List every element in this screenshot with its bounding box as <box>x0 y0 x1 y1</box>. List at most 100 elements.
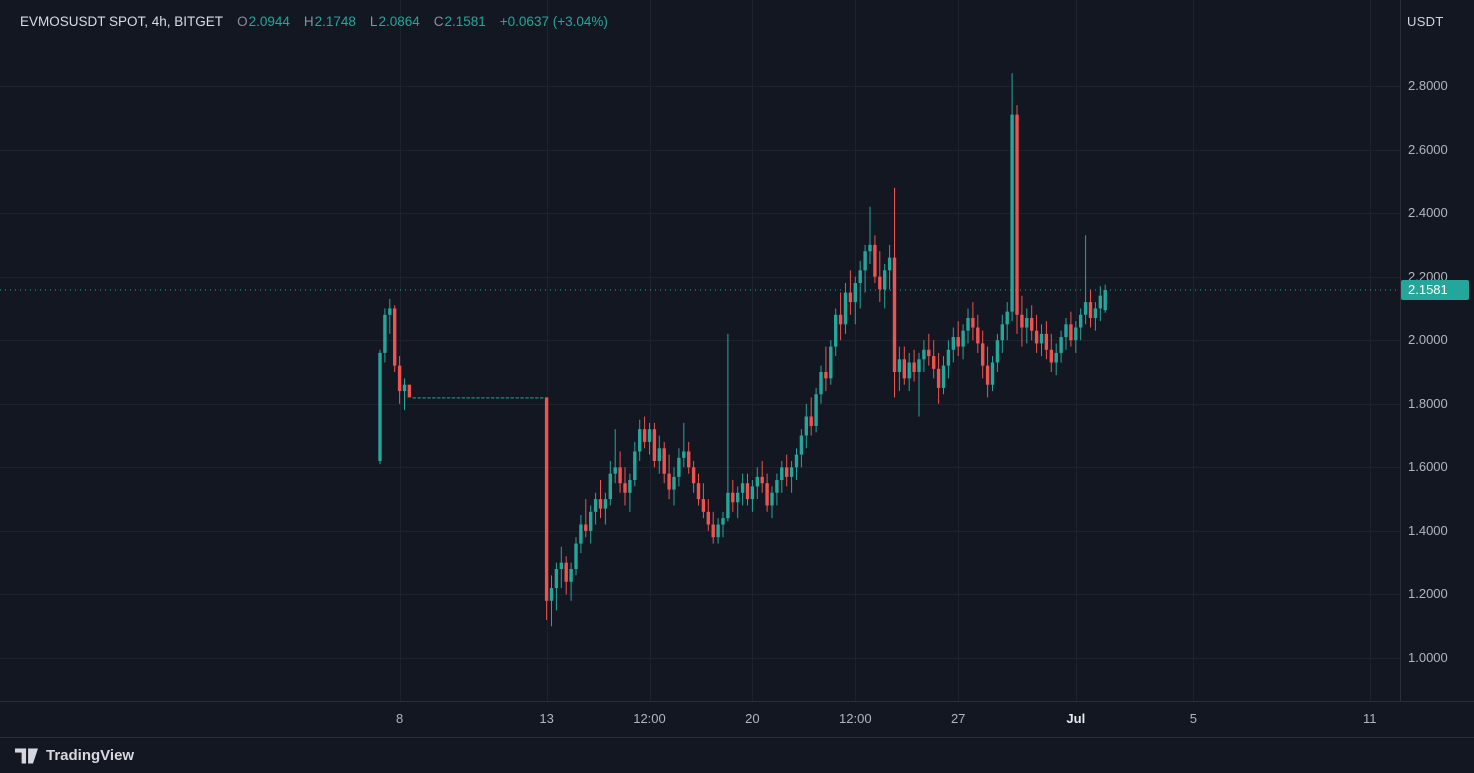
tradingview-brand-name[interactable]: TradingView <box>46 747 135 764</box>
candle-body <box>535 397 539 399</box>
candle-body <box>461 397 465 399</box>
price-axis-label: 1.8000 <box>1408 395 1448 411</box>
candle-body <box>417 397 421 399</box>
candle-body <box>922 349 926 360</box>
candle-body <box>736 492 740 503</box>
candle-body <box>520 397 524 399</box>
candle-body <box>530 397 534 399</box>
candle-body <box>1103 289 1107 311</box>
candle-body <box>1098 295 1102 309</box>
candle-body <box>917 359 921 372</box>
candle-body <box>500 397 505 399</box>
price-axis-label: 2.6000 <box>1408 141 1448 157</box>
candle-body <box>1010 114 1014 312</box>
candle-body <box>456 397 461 399</box>
candle-body <box>1034 330 1039 344</box>
candle-body <box>789 467 794 477</box>
time-axis-label: 5 <box>1189 711 1198 726</box>
candle-body <box>662 448 666 474</box>
candle-body <box>765 483 769 506</box>
candle-body <box>946 349 951 366</box>
time-axis[interactable]: 8 13 12:00 20 12:00 27 Jul 5 11 <box>0 701 1474 737</box>
ohlc-low: L 2.0864 <box>370 14 420 29</box>
candle-body <box>966 317 970 331</box>
candle-body <box>476 397 480 399</box>
price-axis-unit: USDT <box>1407 14 1444 29</box>
close-value: 2.1581 <box>444 14 486 29</box>
candle-body <box>593 499 598 512</box>
chart-plot-area[interactable]: EVMOSUSDT SPOT, 4h, BITGET O 2.0944 H 2.17… <box>0 0 1400 701</box>
candle-body <box>848 292 853 303</box>
low-label: L <box>369 14 378 29</box>
candle-body <box>824 372 828 379</box>
candle-body <box>1079 314 1083 328</box>
candle-body <box>995 340 1000 363</box>
tradingview-logo-icon[interactable] <box>15 747 38 764</box>
candle-body <box>941 365 946 388</box>
candle-body <box>731 492 735 503</box>
candle-body <box>912 362 916 372</box>
price-axis-label: 1.0000 <box>1408 650 1448 665</box>
ohlc-close: C 2.1581 <box>434 14 486 29</box>
candle-body <box>1069 324 1073 341</box>
candle-body <box>760 476 764 484</box>
chart-row: EVMOSUSDT SPOT, 4h, BITGET O 2.0944 H 2.17… <box>0 0 1474 701</box>
candle-body <box>716 524 720 538</box>
candle-body <box>677 457 681 477</box>
candle-body <box>638 429 642 452</box>
time-axis-label: 12:00 <box>633 711 666 726</box>
candlestick-chart[interactable] <box>0 0 1400 701</box>
candle-body <box>1020 314 1024 328</box>
candle-body <box>446 397 451 399</box>
candle-body <box>633 451 637 481</box>
candle-body <box>544 397 549 601</box>
price-axis-label: 2.8000 <box>1408 78 1448 93</box>
price-axis-label: 2.0000 <box>1408 332 1448 348</box>
symbol-title[interactable]: EVMOSUSDT SPOT, 4h, BITGET <box>20 14 224 29</box>
candle-body <box>985 365 990 385</box>
candle-body <box>642 429 647 442</box>
time-axis-label: 12:00 <box>839 711 872 726</box>
candle-body <box>495 397 500 399</box>
candle-body <box>432 397 436 399</box>
candle-body <box>603 499 608 509</box>
candle-body <box>814 394 818 427</box>
candle-body <box>510 397 514 399</box>
candle-body <box>515 397 519 399</box>
high-label: H <box>303 14 314 29</box>
candle-body <box>672 476 676 490</box>
candle-body <box>486 397 490 399</box>
candle-body <box>843 292 848 325</box>
close-label: C <box>433 14 444 29</box>
candle-body <box>878 276 882 290</box>
candle-body <box>407 384 412 398</box>
candle-body <box>505 397 510 399</box>
bottom-toolbar: TradingView <box>0 737 1474 773</box>
candle-body <box>451 397 456 399</box>
candle-body <box>579 524 583 544</box>
price-axis[interactable]: USDT 2.8000 2.6000 2.4000 2.2000 2.0000 1.800… <box>1400 0 1474 701</box>
candle-body <box>1049 349 1053 363</box>
candle-body <box>804 416 808 436</box>
candle-body <box>838 314 843 325</box>
candle-body <box>721 518 725 525</box>
candle-body <box>397 365 402 392</box>
candle-body <box>701 499 706 512</box>
candle-body <box>618 467 622 484</box>
chart-legend[interactable]: EVMOSUSDT SPOT, 4h, BITGET O 2.0944 H 2.17… <box>20 14 608 29</box>
candle-body <box>437 397 441 399</box>
candle-body <box>584 524 588 531</box>
candle-body <box>652 429 657 461</box>
candle-body <box>740 483 745 493</box>
candle-body <box>1059 337 1063 353</box>
candle-body <box>961 330 965 347</box>
candle-body <box>564 562 568 582</box>
candle-body <box>981 343 985 366</box>
candle-body <box>936 368 941 388</box>
candle-body <box>559 562 563 570</box>
candle-body <box>853 283 857 303</box>
candle-body <box>647 429 652 442</box>
candle-body <box>540 397 544 399</box>
candle-body <box>687 451 691 468</box>
candle-body <box>887 257 892 271</box>
